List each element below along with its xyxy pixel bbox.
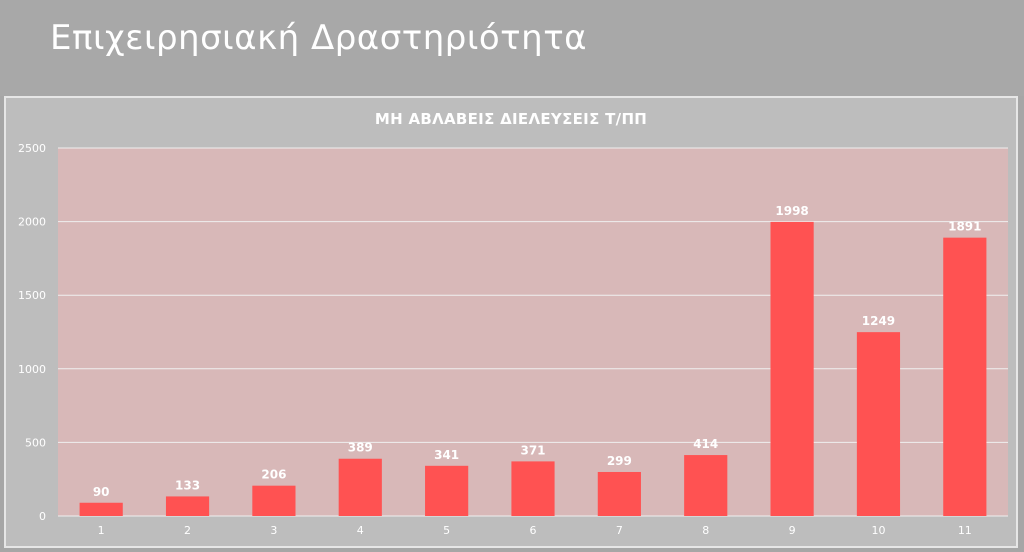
data-label: 133 — [175, 478, 200, 492]
x-tick-label: 9 — [789, 524, 796, 537]
bar — [165, 496, 210, 516]
data-label: 389 — [348, 441, 373, 455]
bar — [856, 332, 901, 516]
bar-chart: 0 500 1000 1500 2000 2500 90 1 133 2 206 3 389 4 341 5 3… — [18, 142, 1008, 537]
y-tick-label: 1500 — [18, 289, 46, 302]
data-label: 371 — [520, 443, 545, 457]
data-label: 1249 — [862, 314, 895, 328]
data-label: 299 — [607, 454, 632, 468]
slide-title: Επιχειρησιακή Δραστηριότητα — [50, 18, 588, 58]
data-label: 341 — [434, 448, 459, 462]
x-tick-label: 3 — [270, 524, 277, 537]
bar — [597, 471, 641, 516]
data-label: 206 — [261, 468, 286, 482]
bar — [252, 485, 296, 516]
bar — [79, 502, 123, 516]
y-tick-label: 2500 — [18, 142, 46, 155]
bar — [684, 455, 728, 516]
x-tick-label: 4 — [357, 524, 364, 537]
x-tick-label: 6 — [530, 524, 537, 537]
x-tick-label: 2 — [184, 524, 191, 537]
y-tick-label: 0 — [39, 510, 46, 523]
data-label: 1998 — [775, 204, 808, 218]
bar — [511, 461, 555, 516]
y-tick-label: 1000 — [18, 363, 46, 376]
plot-area — [58, 148, 1008, 516]
chart-panel: ΜΗ ΑΒΛΑΒΕΙΣ ΔΙΕΛΕΥΣΕΙΣ Τ/ΠΠ 0 500 1000 1500… — [4, 96, 1018, 548]
slide-header: Επιχειρησιακή Δραστηριότητα — [0, 0, 1024, 96]
x-tick-label: 11 — [958, 524, 972, 537]
bar — [338, 458, 382, 516]
x-tick-label: 7 — [616, 524, 623, 537]
x-tick-label: 8 — [702, 524, 709, 537]
x-tick-label: 1 — [98, 524, 105, 537]
bar — [425, 465, 469, 516]
y-tick-label: 500 — [25, 436, 46, 449]
bar — [770, 221, 814, 516]
x-tick-label: 5 — [443, 524, 450, 537]
data-label: 1891 — [948, 220, 981, 234]
data-label: 414 — [693, 437, 718, 451]
x-tick-label: 10 — [871, 524, 885, 537]
bar — [943, 237, 987, 516]
chart-title: ΜΗ ΑΒΛΑΒΕΙΣ ΔΙΕΛΕΥΣΕΙΣ Τ/ΠΠ — [374, 110, 648, 128]
data-label: 90 — [93, 485, 110, 499]
y-tick-label: 2000 — [18, 216, 46, 229]
